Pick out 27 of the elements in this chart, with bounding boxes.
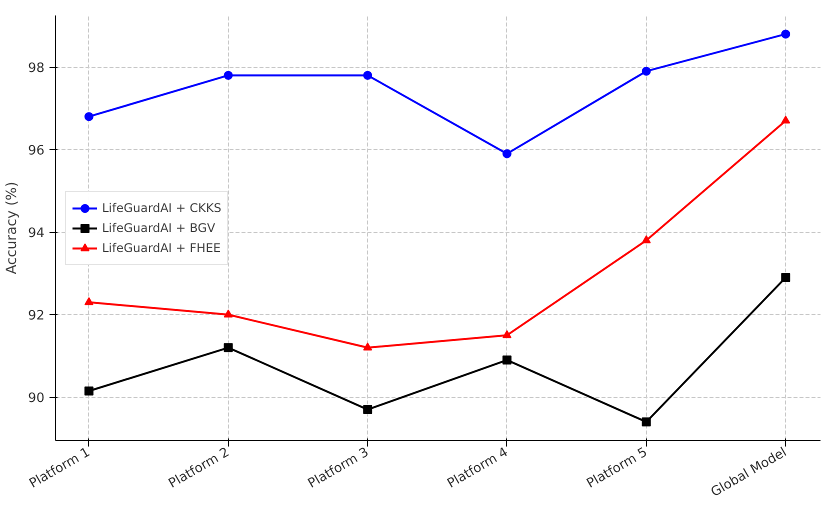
point: [363, 342, 372, 350]
point: [502, 356, 512, 365]
point: [502, 330, 512, 338]
point: [781, 273, 790, 282]
point: [781, 116, 790, 124]
y-tick-label: 94: [28, 226, 45, 242]
y-tick-label: 98: [28, 61, 45, 76]
legend-label: LifeGuardAI + CKKS: [102, 200, 222, 214]
point: [363, 405, 372, 414]
point: [84, 386, 94, 396]
point: [642, 417, 651, 426]
point: [781, 30, 790, 39]
point: [642, 66, 651, 76]
y-axis-title: Accuracy (%): [4, 182, 20, 274]
point: [224, 343, 233, 352]
point: [84, 112, 94, 122]
y-tick-label: 90: [28, 391, 45, 406]
point: [642, 235, 651, 244]
legend-label: LifeGuardAI + BGV: [102, 220, 216, 234]
legend-label: LifeGuardAI + FHEE: [102, 240, 221, 254]
y-tick-label: 96: [28, 144, 45, 159]
point: [363, 70, 372, 80]
point: [502, 149, 512, 158]
y-tick-label: 92: [28, 308, 45, 324]
point: [84, 297, 94, 306]
point: [224, 70, 233, 80]
point: [224, 310, 233, 318]
